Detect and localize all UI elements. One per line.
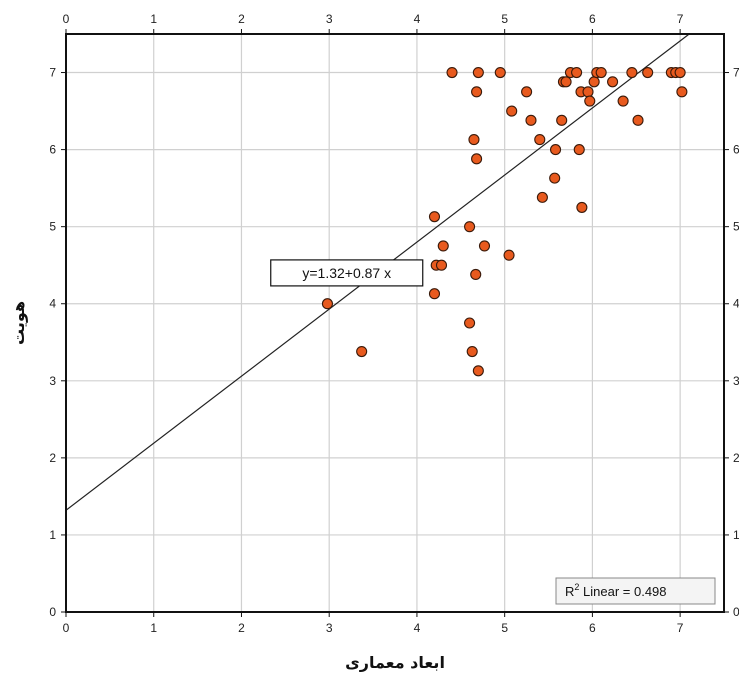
fit-equation-label: y=1.32+0.87 x [302, 265, 391, 281]
data-point [503, 249, 515, 261]
data-point [464, 317, 476, 329]
y-tick-label: 5 [49, 220, 56, 234]
top-x-tick-label: 3 [326, 12, 333, 26]
top-x-tick-label: 5 [501, 12, 508, 26]
r-squared-value: Linear = 0.498 [579, 584, 666, 599]
x-tick-label: 7 [677, 621, 684, 635]
y-tick-label: 2 [49, 451, 56, 465]
top-x-tick-label: 1 [150, 12, 157, 26]
y-tick-label: 1 [49, 528, 56, 542]
data-point [607, 76, 619, 88]
y-axis-title: هویت [9, 301, 28, 345]
r-squared-prefix: R [565, 584, 574, 599]
data-point [617, 95, 629, 107]
right-y-tick-label: 6 [733, 143, 739, 157]
x-tick-label: 1 [150, 621, 157, 635]
data-point [428, 211, 441, 223]
data-point [321, 298, 333, 310]
right-y-tick-label: 1 [733, 528, 739, 542]
right-y-tick-label: 2 [733, 451, 739, 465]
x-tick-label: 3 [326, 621, 333, 635]
data-point [521, 86, 533, 98]
data-point [446, 66, 458, 79]
data-point [576, 201, 588, 213]
data-point [464, 221, 476, 233]
data-point [550, 144, 562, 156]
data-point [506, 105, 518, 117]
r-squared-frame [555, 577, 716, 605]
data-point [632, 114, 644, 126]
data-point [471, 153, 483, 165]
data-point [471, 86, 483, 98]
fit-equation-box: y=1.32+0.87 x [270, 259, 424, 287]
top-x-tick-label: 6 [589, 12, 596, 26]
top-x-tick-label: 7 [677, 12, 684, 26]
data-point [478, 240, 491, 252]
x-tick-label: 5 [501, 621, 508, 635]
data-point [435, 259, 448, 271]
data-point [494, 66, 506, 79]
data-point [642, 66, 654, 79]
data-point [674, 66, 686, 79]
fit-equation-frame [270, 259, 424, 287]
data-point [472, 66, 484, 79]
x-tick-label: 4 [414, 621, 421, 635]
data-point [584, 95, 596, 107]
data-point [571, 66, 583, 79]
data-point [549, 172, 561, 184]
data-point [356, 345, 368, 358]
top-x-tick-label: 0 [63, 12, 70, 26]
data-point [560, 76, 572, 88]
right-y-tick-label: 4 [733, 297, 739, 311]
y-tick-label: 6 [49, 143, 56, 157]
data-point [525, 114, 537, 126]
top-x-tick-label: 4 [414, 12, 421, 26]
data-point [470, 268, 482, 280]
right-y-tick-label: 5 [733, 220, 739, 234]
x-tick-label: 2 [238, 621, 245, 635]
data-point [472, 365, 484, 377]
x-axis-title: ابعاد معماری [345, 653, 445, 672]
y-tick-label: 7 [49, 66, 56, 80]
r-squared-superscript: 2 [574, 582, 579, 592]
data-point [573, 144, 585, 156]
data-point [437, 240, 449, 252]
data-point [428, 288, 441, 300]
right-y-tick-label: 7 [733, 66, 739, 80]
data-point [588, 76, 600, 88]
y-tick-label: 0 [49, 605, 56, 619]
r-squared-label: R2 Linear = 0.498 [565, 582, 667, 599]
x-tick-label: 6 [589, 621, 596, 635]
y-tick-label: 3 [49, 374, 56, 388]
y-tick-label: 4 [49, 297, 56, 311]
plot-area-frame [65, 33, 725, 613]
r-squared-box: R2 Linear = 0.498 [555, 577, 716, 605]
right-y-tick-label: 0 [733, 605, 739, 619]
data-point [536, 191, 548, 203]
x-tick-label: 0 [63, 621, 70, 635]
data-point [582, 86, 594, 98]
grid-lines [66, 34, 724, 612]
plot-background [66, 34, 724, 612]
data-point [595, 66, 607, 79]
right-y-tick-label: 3 [733, 374, 739, 388]
data-point [556, 114, 568, 126]
data-points [321, 66, 688, 377]
data-point [534, 134, 546, 146]
data-point [626, 66, 638, 79]
top-x-tick-label: 2 [238, 12, 245, 26]
data-point [676, 86, 688, 98]
data-point [468, 134, 480, 146]
data-point [466, 345, 478, 358]
